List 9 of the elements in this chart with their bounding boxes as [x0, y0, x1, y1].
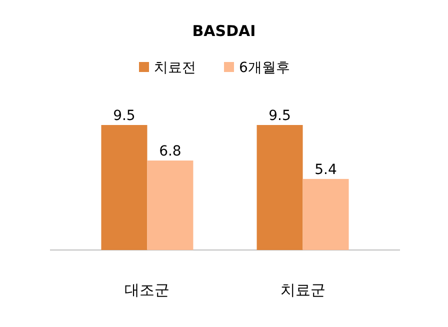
data-label: 6.8 [159, 144, 182, 160]
data-label: 5.4 [314, 162, 337, 178]
chart-title: BASDAI [192, 22, 256, 40]
x-tick-label: 치료군 [280, 281, 326, 299]
data-label: 9.5 [268, 108, 291, 124]
legend-label: 6개월후 [239, 60, 290, 76]
data-label: 9.5 [113, 108, 136, 124]
x-tick-label: 대조군 [124, 281, 170, 299]
legend-label: 치료전 [154, 60, 196, 76]
